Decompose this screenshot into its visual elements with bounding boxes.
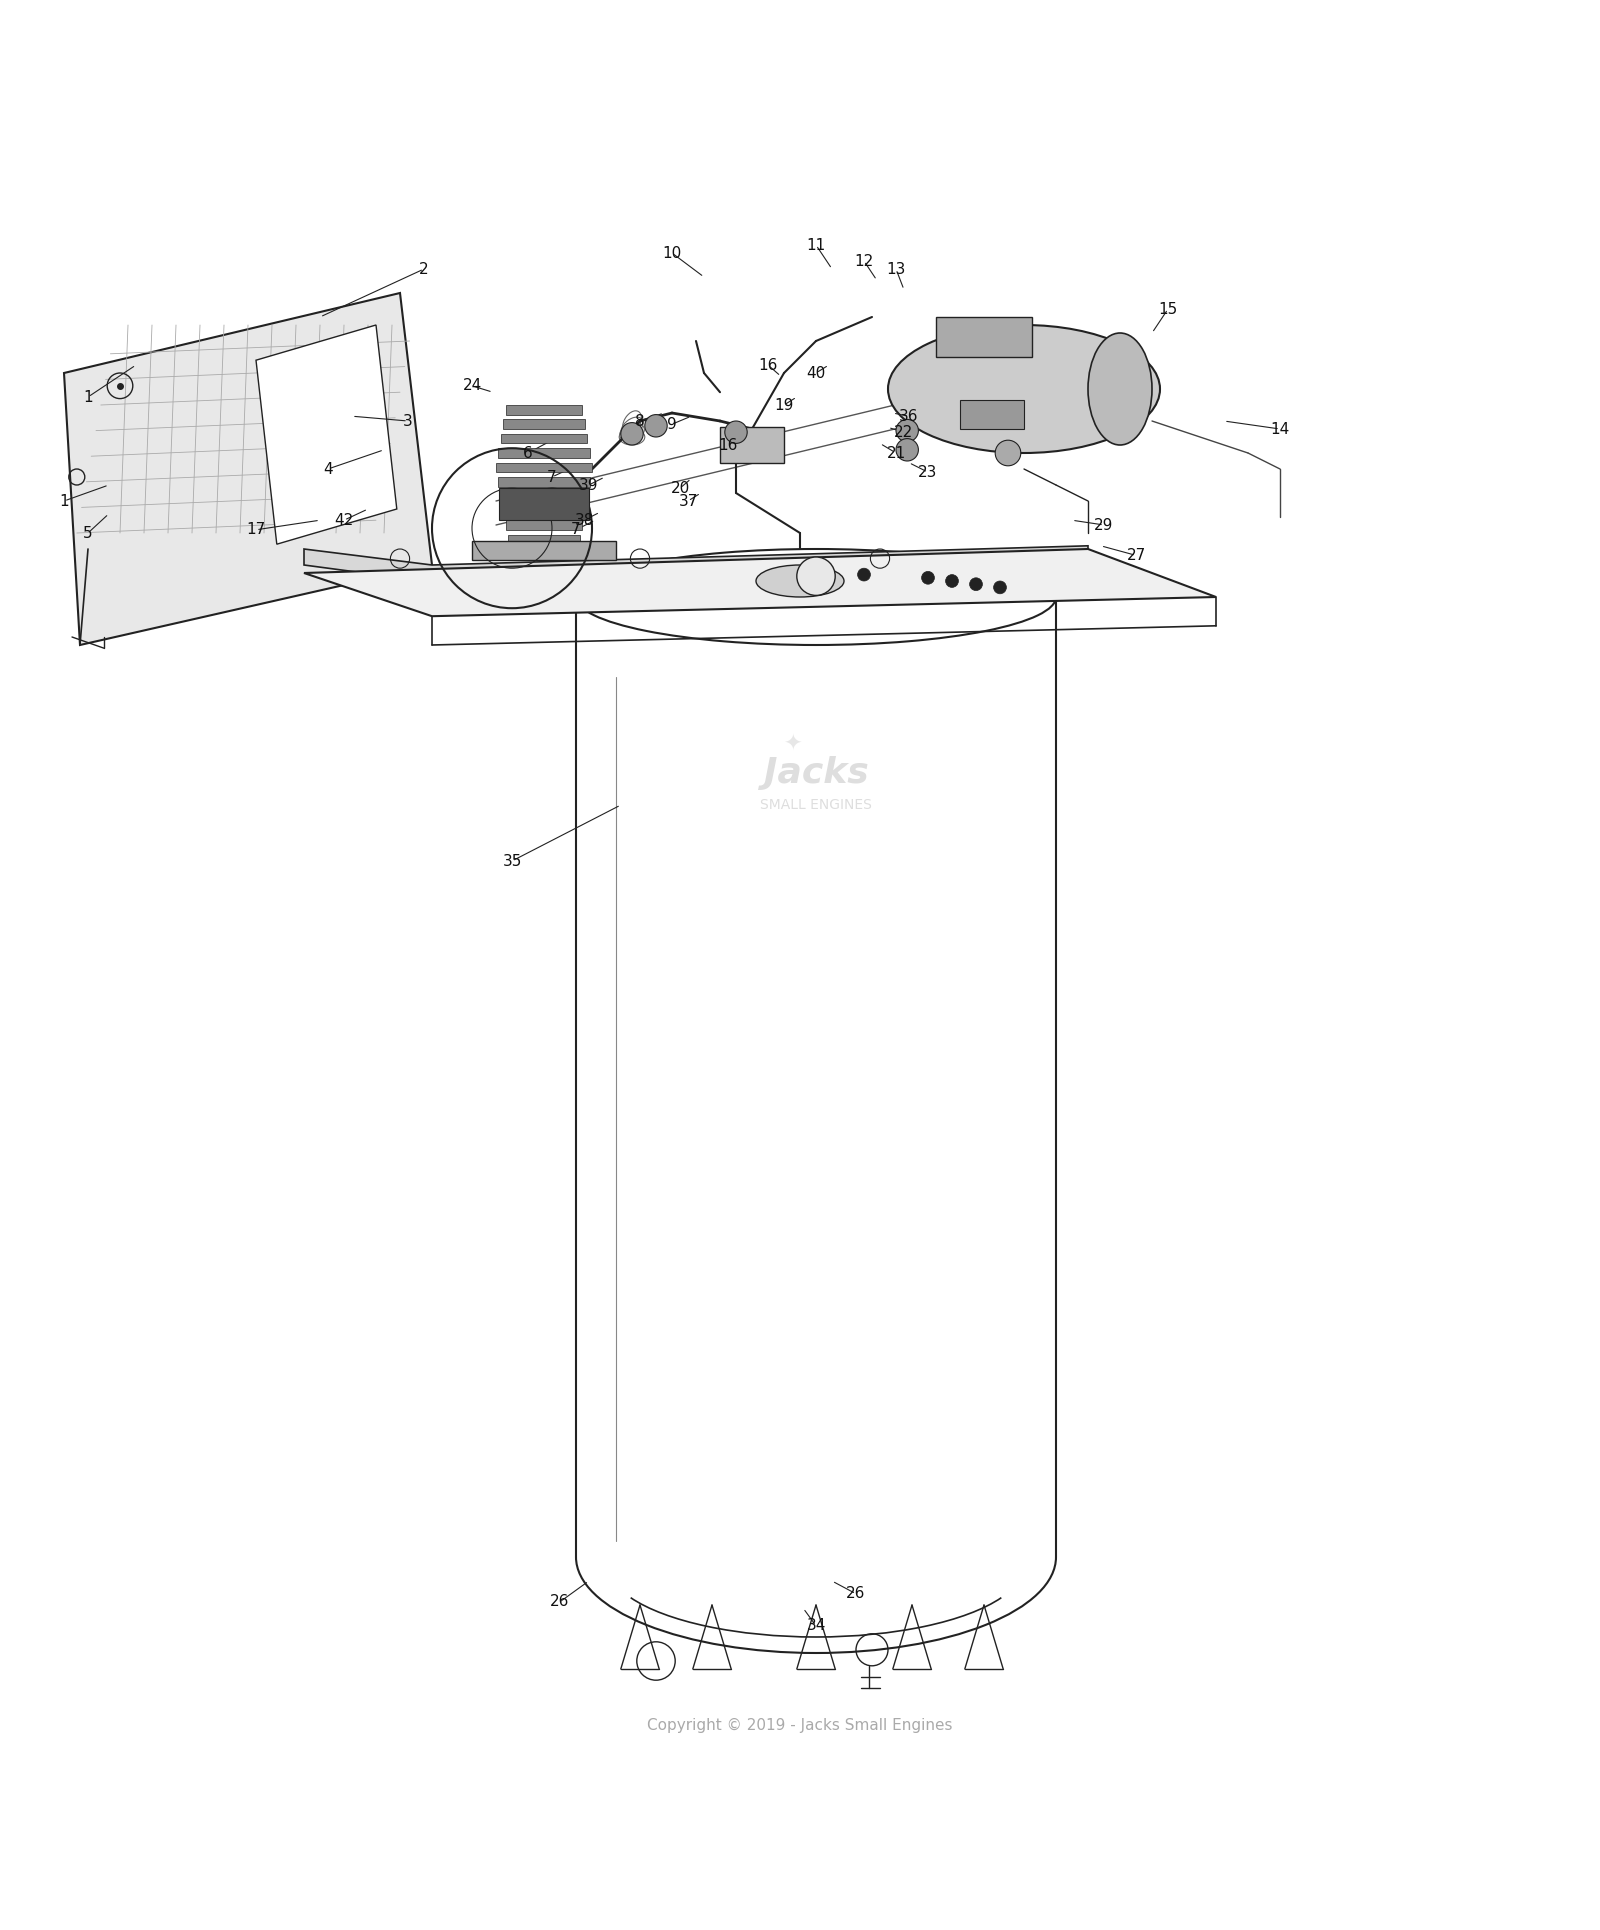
Circle shape bbox=[645, 415, 667, 436]
Circle shape bbox=[946, 575, 958, 587]
Polygon shape bbox=[64, 293, 432, 645]
Bar bbox=[472, 540, 616, 560]
Text: 35: 35 bbox=[502, 853, 522, 869]
Text: 14: 14 bbox=[1270, 421, 1290, 436]
Text: 13: 13 bbox=[886, 261, 906, 276]
Text: 11: 11 bbox=[806, 237, 826, 253]
Bar bbox=[502, 506, 586, 515]
Text: 27: 27 bbox=[1126, 548, 1146, 564]
Bar bbox=[502, 419, 586, 428]
Circle shape bbox=[995, 440, 1021, 465]
Bar bbox=[720, 427, 784, 463]
Text: 5: 5 bbox=[83, 525, 93, 540]
Text: 26: 26 bbox=[550, 1594, 570, 1610]
Circle shape bbox=[858, 567, 870, 581]
Text: 36: 36 bbox=[899, 409, 918, 425]
Circle shape bbox=[922, 571, 934, 585]
Text: 2: 2 bbox=[419, 261, 429, 276]
Text: 7: 7 bbox=[571, 523, 581, 537]
Polygon shape bbox=[304, 548, 1216, 616]
Text: ✦: ✦ bbox=[782, 733, 802, 755]
Text: SMALL ENGINES: SMALL ENGINES bbox=[760, 797, 872, 813]
Bar bbox=[506, 405, 582, 415]
Text: 10: 10 bbox=[662, 245, 682, 261]
Text: 8: 8 bbox=[635, 413, 645, 428]
Text: 20: 20 bbox=[670, 481, 690, 496]
Text: 22: 22 bbox=[894, 425, 914, 440]
Text: 38: 38 bbox=[574, 513, 594, 527]
Text: 34: 34 bbox=[806, 1617, 826, 1633]
Bar bbox=[501, 434, 587, 444]
Circle shape bbox=[970, 577, 982, 591]
Polygon shape bbox=[256, 324, 397, 544]
Ellipse shape bbox=[888, 324, 1160, 454]
Ellipse shape bbox=[757, 565, 845, 596]
Circle shape bbox=[621, 423, 643, 446]
Text: 23: 23 bbox=[918, 465, 938, 481]
Text: 1: 1 bbox=[59, 494, 69, 508]
Text: 40: 40 bbox=[806, 365, 826, 380]
Text: 42: 42 bbox=[334, 513, 354, 527]
Text: Copyright © 2019 - Jacks Small Engines: Copyright © 2019 - Jacks Small Engines bbox=[648, 1718, 952, 1733]
Bar bbox=[496, 463, 592, 473]
Text: 26: 26 bbox=[846, 1586, 866, 1602]
Text: 24: 24 bbox=[462, 378, 482, 394]
Text: 4: 4 bbox=[323, 461, 333, 477]
Text: 12: 12 bbox=[854, 253, 874, 268]
Text: 17: 17 bbox=[246, 523, 266, 537]
Ellipse shape bbox=[1088, 334, 1152, 446]
Text: 29: 29 bbox=[1094, 517, 1114, 533]
Bar bbox=[506, 521, 582, 531]
Text: 16: 16 bbox=[718, 438, 738, 452]
Polygon shape bbox=[304, 546, 1088, 581]
Text: 1: 1 bbox=[83, 390, 93, 405]
Text: 9: 9 bbox=[667, 417, 677, 432]
Text: 6: 6 bbox=[523, 446, 533, 461]
Text: 19: 19 bbox=[774, 398, 794, 413]
Text: Jacks: Jacks bbox=[763, 757, 869, 789]
Bar bbox=[501, 492, 587, 502]
Circle shape bbox=[896, 438, 918, 461]
Text: 21: 21 bbox=[886, 446, 906, 461]
Bar bbox=[499, 477, 589, 486]
Text: 39: 39 bbox=[579, 477, 598, 492]
Text: 15: 15 bbox=[1158, 301, 1178, 317]
Text: 3: 3 bbox=[403, 413, 413, 428]
Circle shape bbox=[725, 421, 747, 444]
Text: 7: 7 bbox=[547, 469, 557, 484]
Bar bbox=[509, 535, 579, 544]
Circle shape bbox=[896, 419, 918, 442]
Circle shape bbox=[797, 558, 835, 594]
Text: 37: 37 bbox=[678, 494, 698, 508]
Bar bbox=[960, 400, 1024, 428]
Text: 16: 16 bbox=[758, 357, 778, 372]
Circle shape bbox=[994, 581, 1006, 594]
Bar bbox=[499, 448, 589, 457]
Bar bbox=[499, 488, 589, 521]
Bar bbox=[936, 317, 1032, 357]
